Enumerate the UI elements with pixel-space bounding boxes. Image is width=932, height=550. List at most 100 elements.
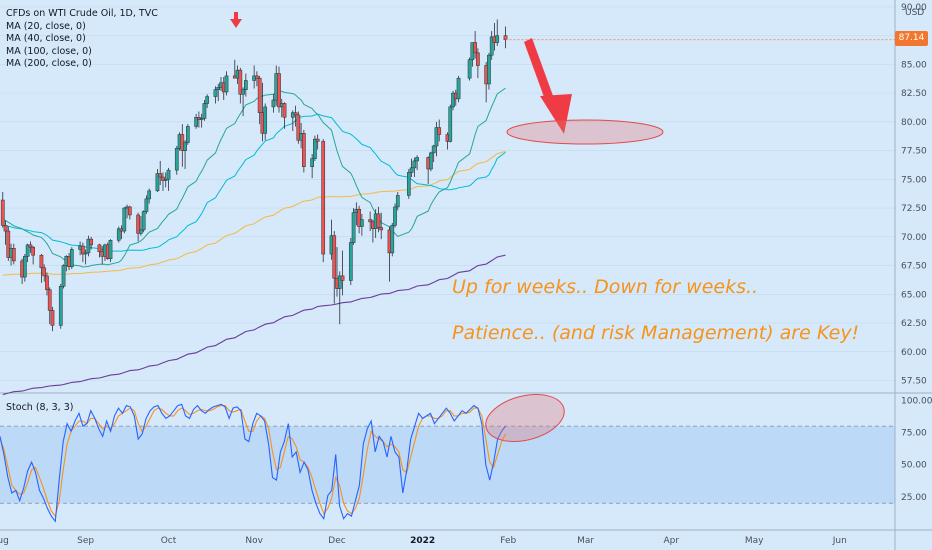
candle-down (332, 235, 337, 279)
candle-down (357, 208, 361, 227)
ma200-line (2, 254, 506, 396)
candle-down (31, 246, 35, 256)
candle-up (224, 75, 229, 93)
candle-down (376, 213, 381, 228)
ma20-line (2, 87, 506, 268)
candle-up (434, 127, 439, 147)
price-tick-label: 62.50 (901, 319, 927, 329)
candle-up (23, 256, 27, 278)
candle-up (58, 285, 63, 326)
candle-down (50, 310, 55, 326)
candle-up (174, 148, 179, 171)
candle-down (127, 206, 132, 216)
candle-down (437, 127, 442, 135)
candle-down (158, 173, 163, 178)
indicator-ma40[interactable]: MA (40, close, 0) (6, 33, 86, 44)
candle-down (89, 238, 94, 246)
price-tick-label: 82.50 (901, 89, 927, 99)
candle-up (147, 190, 152, 200)
currency-label: USD (905, 8, 924, 18)
candle-down (255, 75, 259, 79)
candle-up (243, 80, 248, 90)
candle-up (393, 206, 397, 226)
candle-down (39, 254, 44, 269)
stoch-k-line (0, 403, 506, 523)
candle-up (360, 219, 364, 227)
candle-down (28, 244, 33, 248)
candle-up (351, 212, 356, 243)
candle-down (315, 138, 320, 142)
candle-down (476, 52, 480, 66)
time-tick-label: Apr (663, 536, 679, 546)
candle-up (141, 211, 146, 231)
candle-up (412, 160, 417, 169)
stoch-legend[interactable]: Stoch (8, 3, 3) (6, 402, 74, 413)
candle-down (0, 199, 5, 226)
price-tick-label: 90.00 (901, 3, 927, 13)
candle-up (216, 87, 221, 90)
candle-up (144, 198, 149, 212)
candle-up (202, 103, 207, 119)
indicator-ma200[interactable]: MA (200, close, 0) (6, 58, 92, 69)
candle-up (415, 157, 419, 162)
candle-up (456, 77, 461, 100)
price-tick-label: 72.50 (901, 204, 927, 214)
stoch-d-line (0, 405, 506, 518)
candle-up (163, 179, 168, 181)
candle-down (3, 225, 8, 232)
candle-down (6, 230, 11, 258)
price-tick-label: 67.50 (901, 262, 927, 272)
time-tick-label: Mar (577, 536, 594, 546)
candle-down (473, 42, 477, 54)
candle-up (495, 35, 500, 43)
candle-up (241, 89, 245, 95)
candle-up (348, 242, 353, 281)
candle-down (42, 267, 47, 277)
price-tick-label: 70.00 (901, 233, 927, 243)
candle-down (302, 133, 306, 167)
candle-down (136, 214, 140, 234)
time-tick-label: Feb (500, 536, 516, 546)
candle-down (161, 176, 165, 181)
candle-down (368, 219, 373, 223)
price-tick-label: 65.00 (901, 290, 927, 300)
time-tick-label: Aug (0, 536, 9, 546)
time-tick-label: Jun (832, 536, 847, 546)
price-tick-label: 77.50 (901, 147, 927, 157)
candle-up (310, 158, 314, 167)
annotation-line-2: Patience.. (and risk Management) are Key… (452, 322, 860, 344)
candle-down (11, 248, 16, 262)
candle-up (185, 126, 190, 143)
candle-up (337, 275, 342, 289)
time-tick-label: Nov (245, 536, 263, 546)
candle-up (116, 228, 121, 241)
indicator-ma20[interactable]: MA (20, close, 0) (6, 20, 86, 32)
time-tick-label: Oct (161, 536, 177, 546)
candle-up (194, 117, 198, 127)
candle-up (61, 265, 66, 287)
candle-up (448, 106, 453, 142)
top-marker-arrow-head (230, 19, 242, 28)
candle-up (199, 118, 204, 120)
candle-up (213, 89, 218, 97)
indicator-ma100[interactable]: MA (100, close, 0) (6, 45, 92, 57)
target-zone-ellipse[interactable] (506, 119, 664, 145)
candle-up (489, 36, 494, 56)
stoch-tick-label: 25.00 (901, 493, 927, 503)
candle-up (108, 240, 113, 259)
candle-up (263, 106, 268, 134)
candle-up (139, 229, 143, 234)
stoch-highlight-ellipse[interactable] (481, 387, 569, 449)
stoch-tick-label: 75.00 (901, 429, 927, 439)
price-tick-label: 75.00 (901, 175, 927, 185)
candle-down (321, 141, 326, 255)
candle-up (155, 173, 160, 192)
annotation-line-1: Up for weeks.. Down for weeks.. (452, 276, 759, 298)
candle-down (81, 245, 85, 255)
candle-down (282, 103, 287, 118)
candle-up (166, 169, 171, 180)
candle-up (205, 96, 210, 104)
candle-down (45, 275, 49, 290)
